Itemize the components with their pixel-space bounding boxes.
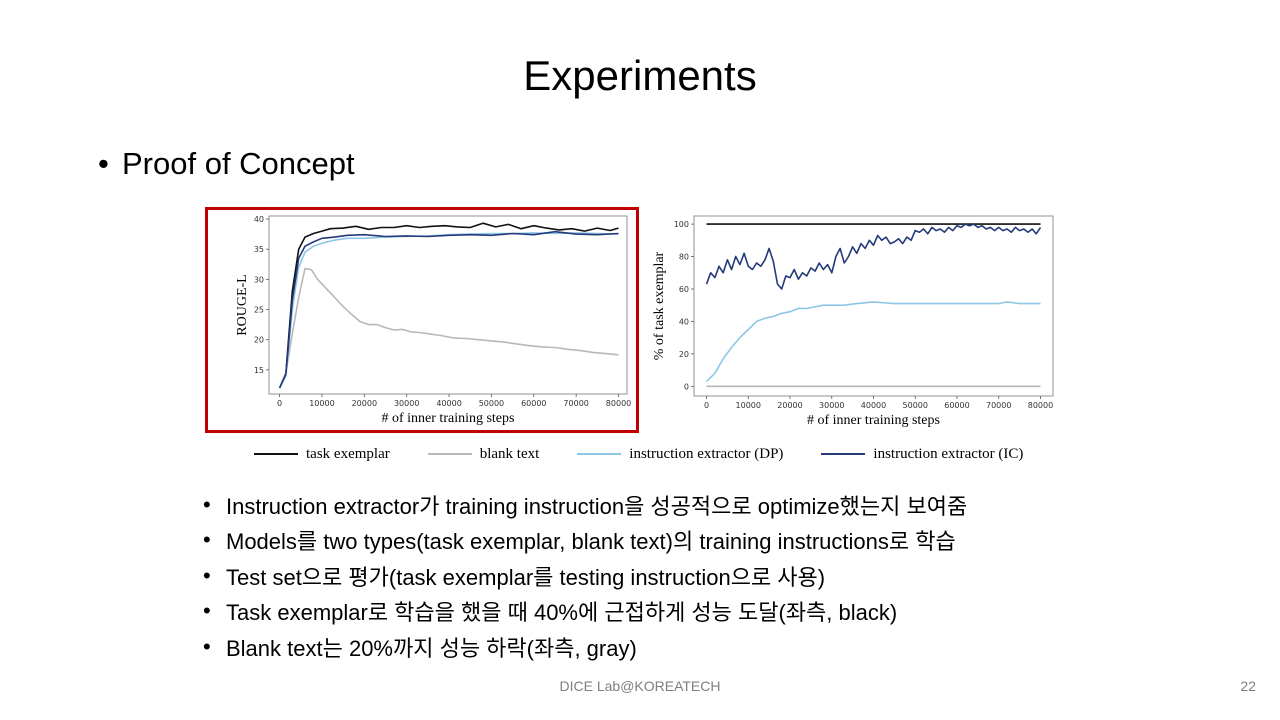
- right-chart-y-tick-label: 100: [674, 220, 689, 229]
- bullet-marker: •: [203, 633, 211, 659]
- legend-swatch-extractor-dp: [577, 453, 622, 455]
- bullet-marker: •: [203, 562, 211, 588]
- legend-label-extractor-ic: instruction extractor (IC): [873, 445, 1024, 462]
- right-chart-x-tick-label: 50000: [903, 401, 928, 410]
- left-chart-y-tick-label: 30: [254, 275, 264, 284]
- bullet-text: Models를 two types(task exemplar, blank t…: [226, 529, 956, 555]
- left-chart-series-line-3: [278, 230, 619, 389]
- left-chart-x-tick-label: 0: [277, 399, 282, 408]
- bullet-list: • Instruction extractor가 training instruc…: [203, 487, 967, 665]
- left-chart-x-tick-label: 30000: [394, 399, 419, 408]
- left-chart-series-line-0: [278, 222, 619, 389]
- section-bullet: •: [98, 146, 109, 181]
- right-chart-x-tick-label: 0: [704, 401, 709, 410]
- left-chart-y-tick-label: 25: [254, 306, 264, 315]
- left-chart-x-tick-label: 10000: [309, 399, 334, 408]
- bullet-item: • Blank text는 20%까지 성능 하락(좌측, gray): [203, 629, 967, 665]
- legend-item-extractor-dp: instruction extractor (DP): [577, 446, 783, 463]
- right-chart-y-tick-label: 60: [679, 285, 689, 294]
- right-chart-series-line-2: [705, 301, 1041, 382]
- right-chart-y-axis-title: % of task exemplar: [652, 251, 667, 360]
- section-heading: • Proof of Concept: [98, 146, 355, 182]
- right-chart-series-line-3: [705, 223, 1042, 290]
- rouge-l-chart: 0 10000 20000 30000 40000 50000 60000 70000 8000…: [235, 215, 631, 426]
- bullet-text: Task exemplar로 학습을 했을 때 40%에 근접하게 성능 도달(…: [226, 600, 898, 626]
- bullet-item: • Task exemplar로 학습을 했을 때 40%에 근접하게 성능 도달…: [203, 594, 967, 630]
- bullet-item: • Test set으로 평가(task exemplar를 testing in…: [203, 558, 967, 594]
- chart-legend: task exemplar blank text instruction ext…: [254, 444, 1061, 464]
- left-chart-y-tick-label: 20: [254, 336, 264, 345]
- right-chart-x-tick-label: 30000: [819, 401, 844, 410]
- legend-label-blank-text: blank text: [479, 445, 540, 462]
- left-chart-y-tick-label: 40: [254, 215, 264, 224]
- bullet-item: • Instruction extractor가 training instruc…: [203, 487, 967, 523]
- left-chart-y-tick-label: 35: [254, 245, 264, 254]
- page-number: 22: [1240, 678, 1256, 694]
- legend-swatch-extractor-ic: [821, 453, 866, 455]
- right-chart-x-tick-label: 80000: [1028, 401, 1053, 410]
- left-chart-x-tick-label: 20000: [352, 399, 377, 408]
- legend-item-blank-text: blank text: [427, 445, 540, 463]
- legend-item-task-exemplar: task exemplar: [254, 446, 390, 463]
- left-chart-x-tick-label: 80000: [606, 399, 631, 408]
- right-chart-x-tick-label: 40000: [861, 401, 886, 410]
- legend-label-extractor-dp: instruction extractor (DP): [629, 445, 784, 462]
- right-chart-x-tick-label: 20000: [777, 401, 802, 410]
- right-chart-plot-frame: [693, 215, 1054, 397]
- legend-swatch-blank-text: [427, 453, 472, 455]
- left-chart-x-tick-label: 40000: [436, 399, 461, 408]
- left-chart-series-line-1: [278, 267, 619, 389]
- left-chart-series-line-2: [278, 232, 619, 389]
- footer-lab-name: DICE Lab@KOREATECH: [559, 678, 721, 694]
- left-chart-y-tick-label: 15: [254, 366, 264, 375]
- legend-swatch-task-exemplar: [254, 453, 298, 455]
- right-chart-x-tick-label: 10000: [736, 401, 761, 410]
- legend-item-extractor-ic: instruction extractor (IC): [821, 446, 1023, 463]
- legend-label-task-exemplar: task exemplar: [306, 445, 390, 462]
- bullet-marker: •: [203, 598, 211, 624]
- highlight-frame: [205, 207, 639, 433]
- right-chart-x-axis-title: # of inner training steps: [807, 413, 940, 428]
- left-chart-y-axis-title: ROUGE-L: [235, 274, 250, 335]
- bullet-marker: •: [203, 527, 211, 553]
- bullet-item: • Models를 two types(task exemplar, blank …: [203, 523, 967, 559]
- left-chart-x-axis-title: # of inner training steps: [382, 411, 515, 426]
- right-chart-y-tick-label: 40: [679, 317, 689, 326]
- right-chart-y-tick-label: 0: [684, 382, 689, 391]
- slide-title: Experiments: [523, 52, 757, 99]
- left-chart-x-tick-label: 50000: [479, 399, 504, 408]
- right-chart-y-tick-label: 80: [679, 253, 689, 262]
- task-exemplar-percent-chart: 0 10000 20000 30000 40000 50000 60000 70000 8000…: [652, 215, 1054, 428]
- bullet-marker: •: [203, 491, 211, 517]
- section-heading-text: Proof of Concept: [122, 146, 355, 181]
- left-chart-plot-frame: [268, 215, 628, 395]
- right-chart-x-tick-label: 70000: [986, 401, 1011, 410]
- left-chart-x-tick-label: 60000: [521, 399, 546, 408]
- right-chart-x-tick-label: 60000: [944, 401, 969, 410]
- left-chart-x-tick-label: 70000: [563, 399, 588, 408]
- right-chart-y-tick-label: 20: [679, 350, 689, 359]
- bullet-text: Blank text는 20%까지 성능 하락(좌측, gray): [226, 635, 637, 661]
- bullet-text: Test set으로 평가(task exemplar를 testing ins…: [226, 564, 826, 590]
- bullet-text: Instruction extractor가 training instruct…: [226, 493, 968, 519]
